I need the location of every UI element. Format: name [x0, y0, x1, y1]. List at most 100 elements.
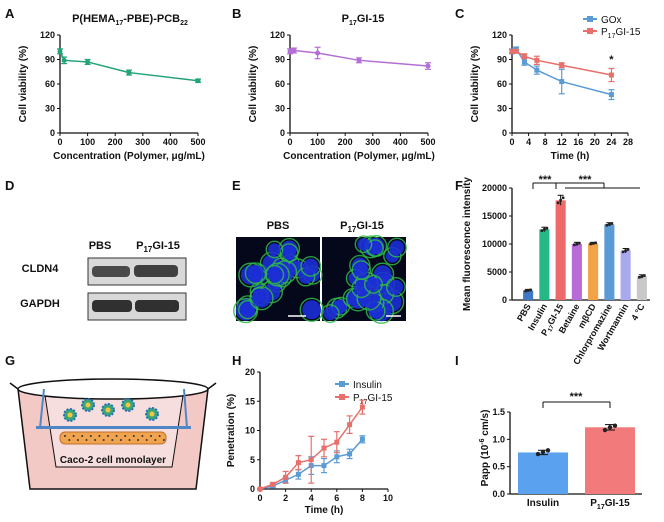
monolayer-cell: [68, 439, 71, 441]
western-blot: PBS P17GI-15 CLDN4 GAPDH: [20, 240, 187, 321]
chart-b-xtick-label: 300: [365, 137, 380, 147]
micro-label-pbs: PBS: [267, 220, 290, 232]
chart-b-xtick-label: 0: [287, 137, 292, 147]
panel-label-c: C: [455, 6, 465, 21]
chart-c-ylabel: Cell viability (%): [470, 46, 481, 123]
chart-a: P(HEMA17-PBE)-PCB22 0 100 200 300 400 500 0 30 6…: [18, 13, 206, 162]
monolayer-cell: [162, 439, 165, 441]
chart-f-ytick-label: 20000: [482, 183, 507, 193]
chart-f-point: [610, 222, 614, 225]
chart-a-xtick-label: 0: [57, 137, 62, 147]
panel-label-f: F: [455, 178, 463, 193]
chart-f-point: [543, 228, 546, 231]
lane-label-p17gi15: P17GI-15: [136, 240, 180, 254]
cell-membrane: [351, 260, 372, 280]
cell-nucleus: [247, 264, 264, 282]
chart-h-series-0-point: [347, 451, 353, 457]
chart-f-ytick-label: 10000: [482, 239, 507, 249]
chart-f-point: [638, 276, 641, 279]
cell-membrane: [354, 235, 373, 254]
cell-membrane: [279, 243, 299, 263]
cell-nucleus: [357, 238, 370, 251]
chart-b-series-point: [291, 48, 297, 54]
monolayer-cell: [154, 439, 157, 441]
monolayer-cell: [119, 439, 122, 441]
chart-h-xtick-label: 2: [283, 493, 288, 503]
band-cldn4-p17gi15: [134, 265, 178, 277]
cell-membrane: [386, 237, 407, 258]
cell-nucleus: [282, 245, 296, 260]
chart-h-series-1-point: [334, 439, 340, 445]
nanoparticle-core: [67, 412, 73, 418]
chart-f-bar: [588, 243, 599, 300]
chart-i-sig-label: ***: [570, 391, 584, 403]
row-label-gapdh: GAPDH: [20, 298, 60, 310]
chart-c-xtick-label: 24: [606, 137, 616, 147]
legend-marker-gox: [587, 16, 593, 22]
chart-h-xtick-label: 6: [334, 493, 339, 503]
chart-c-series-1-point: [608, 72, 614, 78]
cell-membrane: [249, 286, 274, 311]
chart-b-series-point: [356, 57, 362, 63]
chart-h-series-1-point: [295, 460, 301, 466]
legend-label-gox: GOx: [601, 15, 622, 26]
legend-label-insulin: Insulin: [353, 380, 382, 391]
cell-nucleus: [323, 306, 337, 321]
band-gapdh-p17gi15: [135, 300, 179, 312]
monolayer-cell: [158, 435, 161, 437]
monolayer-cell: [72, 435, 75, 437]
chart-b-xtick-label: 400: [393, 137, 408, 147]
chart-b-series-point: [315, 50, 321, 56]
monolayer-cell: [128, 439, 131, 441]
chart-f-point: [578, 241, 581, 245]
transwell-label: Caco-2 cell monolayer: [60, 455, 166, 466]
chart-a-ytick-label: 90: [45, 55, 55, 65]
chart-a-series-point: [61, 57, 67, 63]
nanoparticles: [63, 398, 159, 422]
chart-h-ylabel: Penetration (%): [226, 394, 237, 467]
chart-c-series-1-point: [559, 62, 565, 68]
legend-marker-p17gi15: [587, 28, 593, 34]
chart-b-series-point: [425, 63, 431, 69]
legend-marker-p17gi15-h: [339, 394, 345, 400]
chart-b-ylabel: Cell viability (%): [248, 46, 259, 123]
chart-f-point: [524, 289, 527, 293]
chart-f-point: [526, 289, 530, 292]
cell-nucleus: [366, 277, 381, 292]
monolayer-cell: [85, 439, 88, 441]
transwell-diagram: Caco-2 cell monolayer: [9, 378, 217, 490]
chart-b-ytick-label: 30: [275, 104, 285, 114]
chart-h-xtick-label: 4: [309, 493, 314, 503]
chart-a-ytick-label: 120: [40, 30, 55, 40]
chart-b-title: P17GI-15: [342, 13, 385, 27]
monolayer-cell: [89, 435, 92, 437]
chart-b-xtick-label: 100: [310, 137, 325, 147]
membrane: [36, 426, 191, 429]
cell-membrane: [264, 264, 285, 285]
band-gapdh-pbs: [92, 300, 132, 312]
chart-h-ytick-label: 10: [245, 426, 255, 436]
chart-c-xtick-label: 4: [526, 137, 531, 147]
cell-nucleus: [373, 265, 392, 284]
chart-h-legend: Insulin P17GI-15: [335, 380, 393, 406]
chart-f-ytick-label: 5000: [487, 267, 507, 277]
chart-i-bar: [585, 427, 635, 494]
legend-label-p17gi15: P17GI-15: [601, 27, 641, 40]
chart-a-xtick-label: 200: [108, 137, 123, 147]
monolayer-cell: [124, 435, 127, 437]
chart-b-ytick-label: 120: [270, 30, 285, 40]
chart-c-series-1-point: [534, 57, 540, 63]
monolayer-cell: [145, 439, 148, 441]
band-cldn4-pbs: [92, 266, 130, 277]
chart-f-bar: [571, 244, 582, 300]
chart-a-series-point: [57, 48, 63, 54]
panel-label-b: B: [232, 6, 241, 21]
cell-membrane: [265, 240, 284, 259]
micro-cells-pbs: [233, 237, 324, 324]
chart-b: P17GI-15 0 100 200 300 400 500 0 30 60 90 120 Conce…: [248, 13, 436, 162]
sig-label-2: ***: [579, 174, 593, 186]
monolayer-cell: [115, 435, 118, 437]
chart-f-point: [559, 199, 562, 202]
chart-f-bar: [620, 250, 631, 300]
chart-i-point: [540, 449, 546, 455]
